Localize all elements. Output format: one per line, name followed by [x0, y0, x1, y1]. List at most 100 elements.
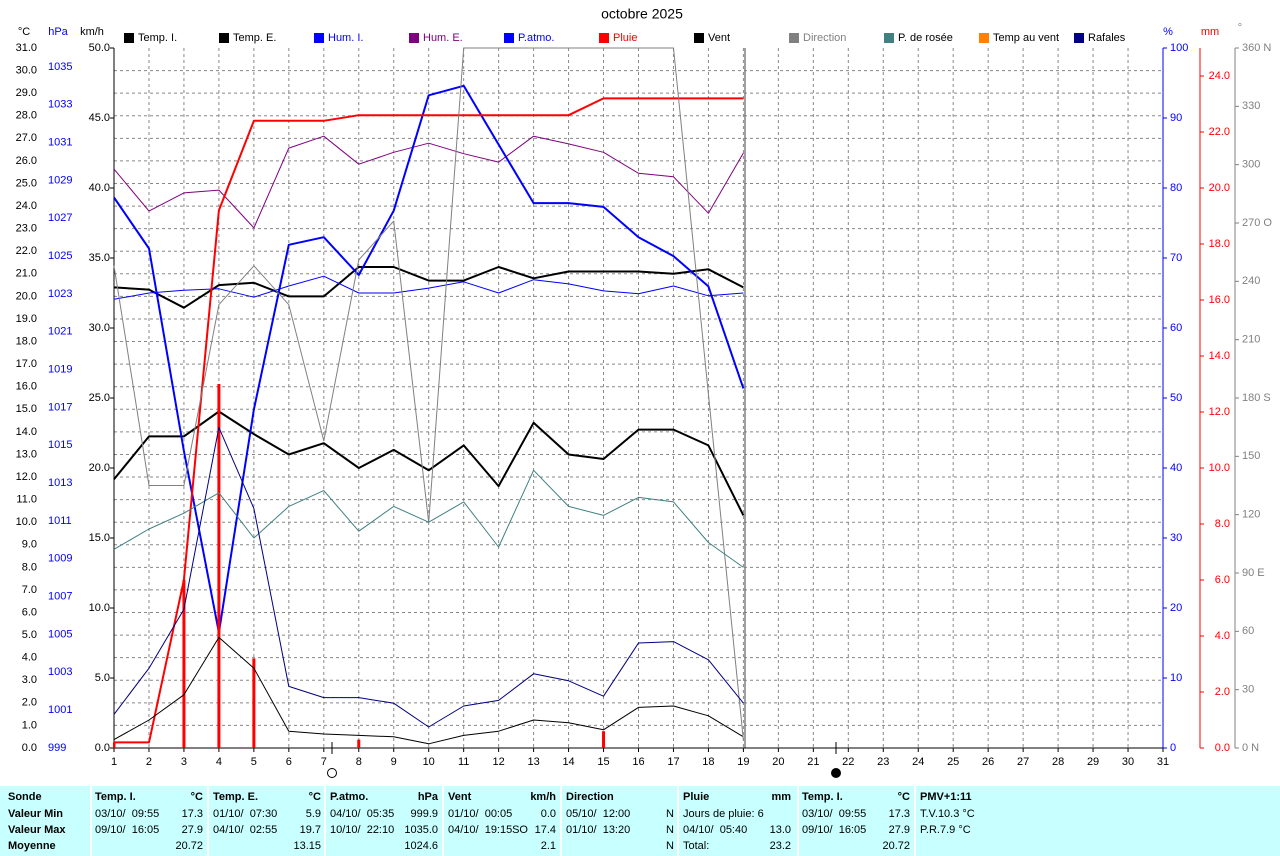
x-tick-label: 7: [321, 756, 327, 768]
cell: 05/10/ 12:00: [566, 808, 631, 820]
y-tick-label: 1013: [48, 477, 72, 489]
legend-label: Hum. I.: [328, 32, 363, 44]
y-tick-label: 20: [1170, 602, 1182, 614]
legend-label: Hum. E.: [423, 32, 463, 44]
x-tick-label: 23: [877, 756, 889, 768]
section-unit: mm: [771, 791, 791, 803]
cell: 19.7: [299, 824, 321, 836]
rain-bar: [602, 731, 606, 748]
y-tick-label: 1031: [48, 137, 72, 149]
y-tick-label: 30.0: [16, 64, 37, 76]
legend-label: Direction: [803, 32, 846, 44]
y-tick-label: 1027: [48, 212, 72, 224]
y-tick-label: 80: [1170, 182, 1182, 194]
series-line: [114, 97, 744, 744]
column-separator: [560, 786, 562, 856]
y-tick-label: 22.0: [16, 245, 37, 257]
y-tick-label: 1029: [48, 174, 72, 186]
cell: 01/10/ 07:30: [213, 808, 278, 820]
cell: P.R.7.9 °C: [920, 824, 971, 836]
y-tick-label: 26.0: [16, 155, 37, 167]
cell: 2.1: [540, 840, 556, 852]
x-tick-label: 27: [1017, 756, 1029, 768]
y-tick-label: 1025: [48, 250, 72, 262]
legend-label: Rafales: [1088, 32, 1126, 44]
moon-phase: [831, 768, 841, 778]
rain-bar: [113, 742, 116, 748]
y-tick-label: 1023: [48, 288, 72, 300]
y-tick-label: 1003: [48, 666, 72, 678]
y-tick-label: 1009: [48, 553, 72, 565]
y-tick-label: 360 N: [1242, 42, 1271, 54]
moon-phase: [327, 768, 337, 778]
y-tick-label: 5.0: [22, 629, 37, 641]
column-separator: [677, 786, 679, 856]
section-unit: °C: [190, 791, 203, 803]
cell: 13.15: [293, 840, 321, 852]
series-line: [113, 636, 744, 745]
cell: 01/10/ 13:20: [566, 824, 631, 836]
y-tick-label: 0.0: [22, 742, 37, 754]
chart: octobre 2025 °C 0.0 1.0 2.0 3.0 4.0 5.0 6.0 7.0 8…: [16, 6, 1272, 778]
y-tick-label: 240: [1242, 275, 1260, 287]
section-title: Temp. I.: [802, 791, 843, 803]
y-tick-label: 30: [1170, 532, 1182, 544]
y-tick-label: 27.0: [16, 132, 37, 144]
legend-label: P. de rosée: [898, 32, 953, 44]
y-tick-label: 3.0: [22, 674, 37, 686]
y-tick-label: 18.0: [16, 335, 37, 347]
y-tick-label: 20.0: [1209, 182, 1230, 194]
x-tick-label: 26: [982, 756, 994, 768]
x-tick-label: 16: [632, 756, 644, 768]
x-tick-label: 6: [286, 756, 292, 768]
y-tick-label: 50.0: [89, 42, 110, 54]
cell: 20.72: [175, 840, 203, 852]
row-label: Valeur Max: [8, 824, 66, 836]
y-tick-label: 5.0: [95, 672, 110, 684]
x-tick-label: 17: [667, 756, 679, 768]
y-tick-label: 330: [1242, 100, 1260, 112]
y-tick-label: 15.0: [16, 403, 37, 415]
column-separator: [324, 786, 326, 856]
legend-swatch: [599, 33, 609, 43]
legend-swatch: [409, 33, 419, 43]
rain-bar: [252, 658, 256, 748]
y-tick-label: 9.0: [22, 539, 37, 551]
y-tick-label: 28.0: [16, 110, 37, 122]
y-tick-label: 25.0: [89, 392, 110, 404]
series-line: [113, 275, 744, 300]
y-tick-label: 1007: [48, 591, 72, 603]
cell: 04/10/ 19:15: [448, 824, 513, 836]
y-tick-label: 7.0: [22, 584, 37, 596]
y-tick-label: 70: [1170, 252, 1182, 264]
x-tick-label: 30: [1122, 756, 1134, 768]
axis-unit-label: %: [1163, 26, 1173, 38]
y-tick-label: 12.0: [16, 471, 37, 483]
cell: N: [666, 824, 674, 836]
y-tick-label: 18.0: [1209, 238, 1230, 250]
cell: 20.72: [882, 840, 910, 852]
y-tick-label: 60: [1170, 322, 1182, 334]
y-tick-label: 25.0: [16, 177, 37, 189]
legend-swatch: [504, 33, 514, 43]
axis-unit-label: mm: [1201, 26, 1219, 38]
cell: 0.0: [540, 808, 556, 820]
y-tick-label: 29.0: [16, 87, 37, 99]
legend-swatch: [1074, 33, 1084, 43]
rain-bar: [182, 580, 186, 748]
y-tick-label: 30: [1242, 684, 1254, 696]
legend-swatch: [979, 33, 989, 43]
cell: 17.4: [534, 824, 556, 836]
y-tick-label: 1.0: [22, 719, 37, 731]
y-tick-label: 0 N: [1242, 742, 1259, 754]
cell: 13.0: [769, 824, 791, 836]
section-title: P.atmo.: [330, 791, 369, 803]
y-tick-label: 6.0: [1215, 574, 1230, 586]
y-tick-label: 24.0: [1209, 70, 1230, 82]
cell: 27.9: [181, 824, 203, 836]
section-title: Pluie: [683, 791, 710, 803]
y-tick-label: 999: [48, 742, 66, 754]
x-tick-label: 1: [111, 756, 117, 768]
y-tick-label: 1035: [48, 61, 72, 73]
y-tick-label: 0.0: [95, 742, 110, 754]
